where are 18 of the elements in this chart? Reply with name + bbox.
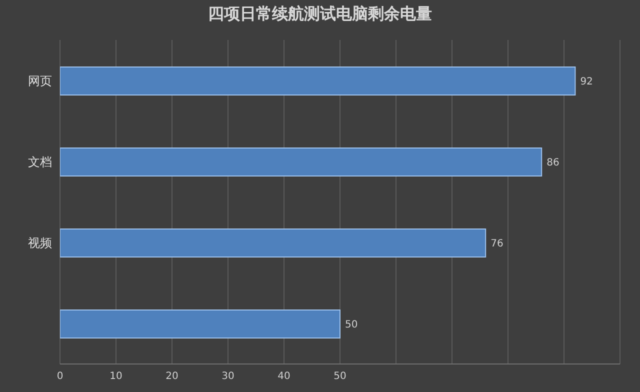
data-label: 50 bbox=[345, 320, 358, 331]
chart-title: 四项日常续航测试电脑剩余电量 bbox=[207, 3, 433, 25]
x-tick-label: 40 bbox=[278, 371, 290, 382]
x-tick-label: 10 bbox=[110, 371, 122, 382]
data-label: 76 bbox=[490, 238, 504, 250]
bar bbox=[60, 66, 576, 96]
data-label: 92 bbox=[580, 76, 593, 88]
x-tick-label: 50 bbox=[334, 371, 346, 382]
x-tick-label: 30 bbox=[222, 371, 234, 382]
bar bbox=[60, 228, 486, 258]
y-tick-label: 视频 bbox=[28, 236, 52, 250]
data-label: 86 bbox=[546, 158, 560, 169]
bar bbox=[60, 310, 340, 338]
y-tick-label: 网页 bbox=[28, 74, 52, 88]
bar bbox=[60, 148, 542, 176]
x-tick-label: 0 bbox=[56, 371, 64, 382]
x-tick-label: 20 bbox=[166, 371, 178, 382]
y-tick-label: 文档 bbox=[28, 154, 52, 169]
